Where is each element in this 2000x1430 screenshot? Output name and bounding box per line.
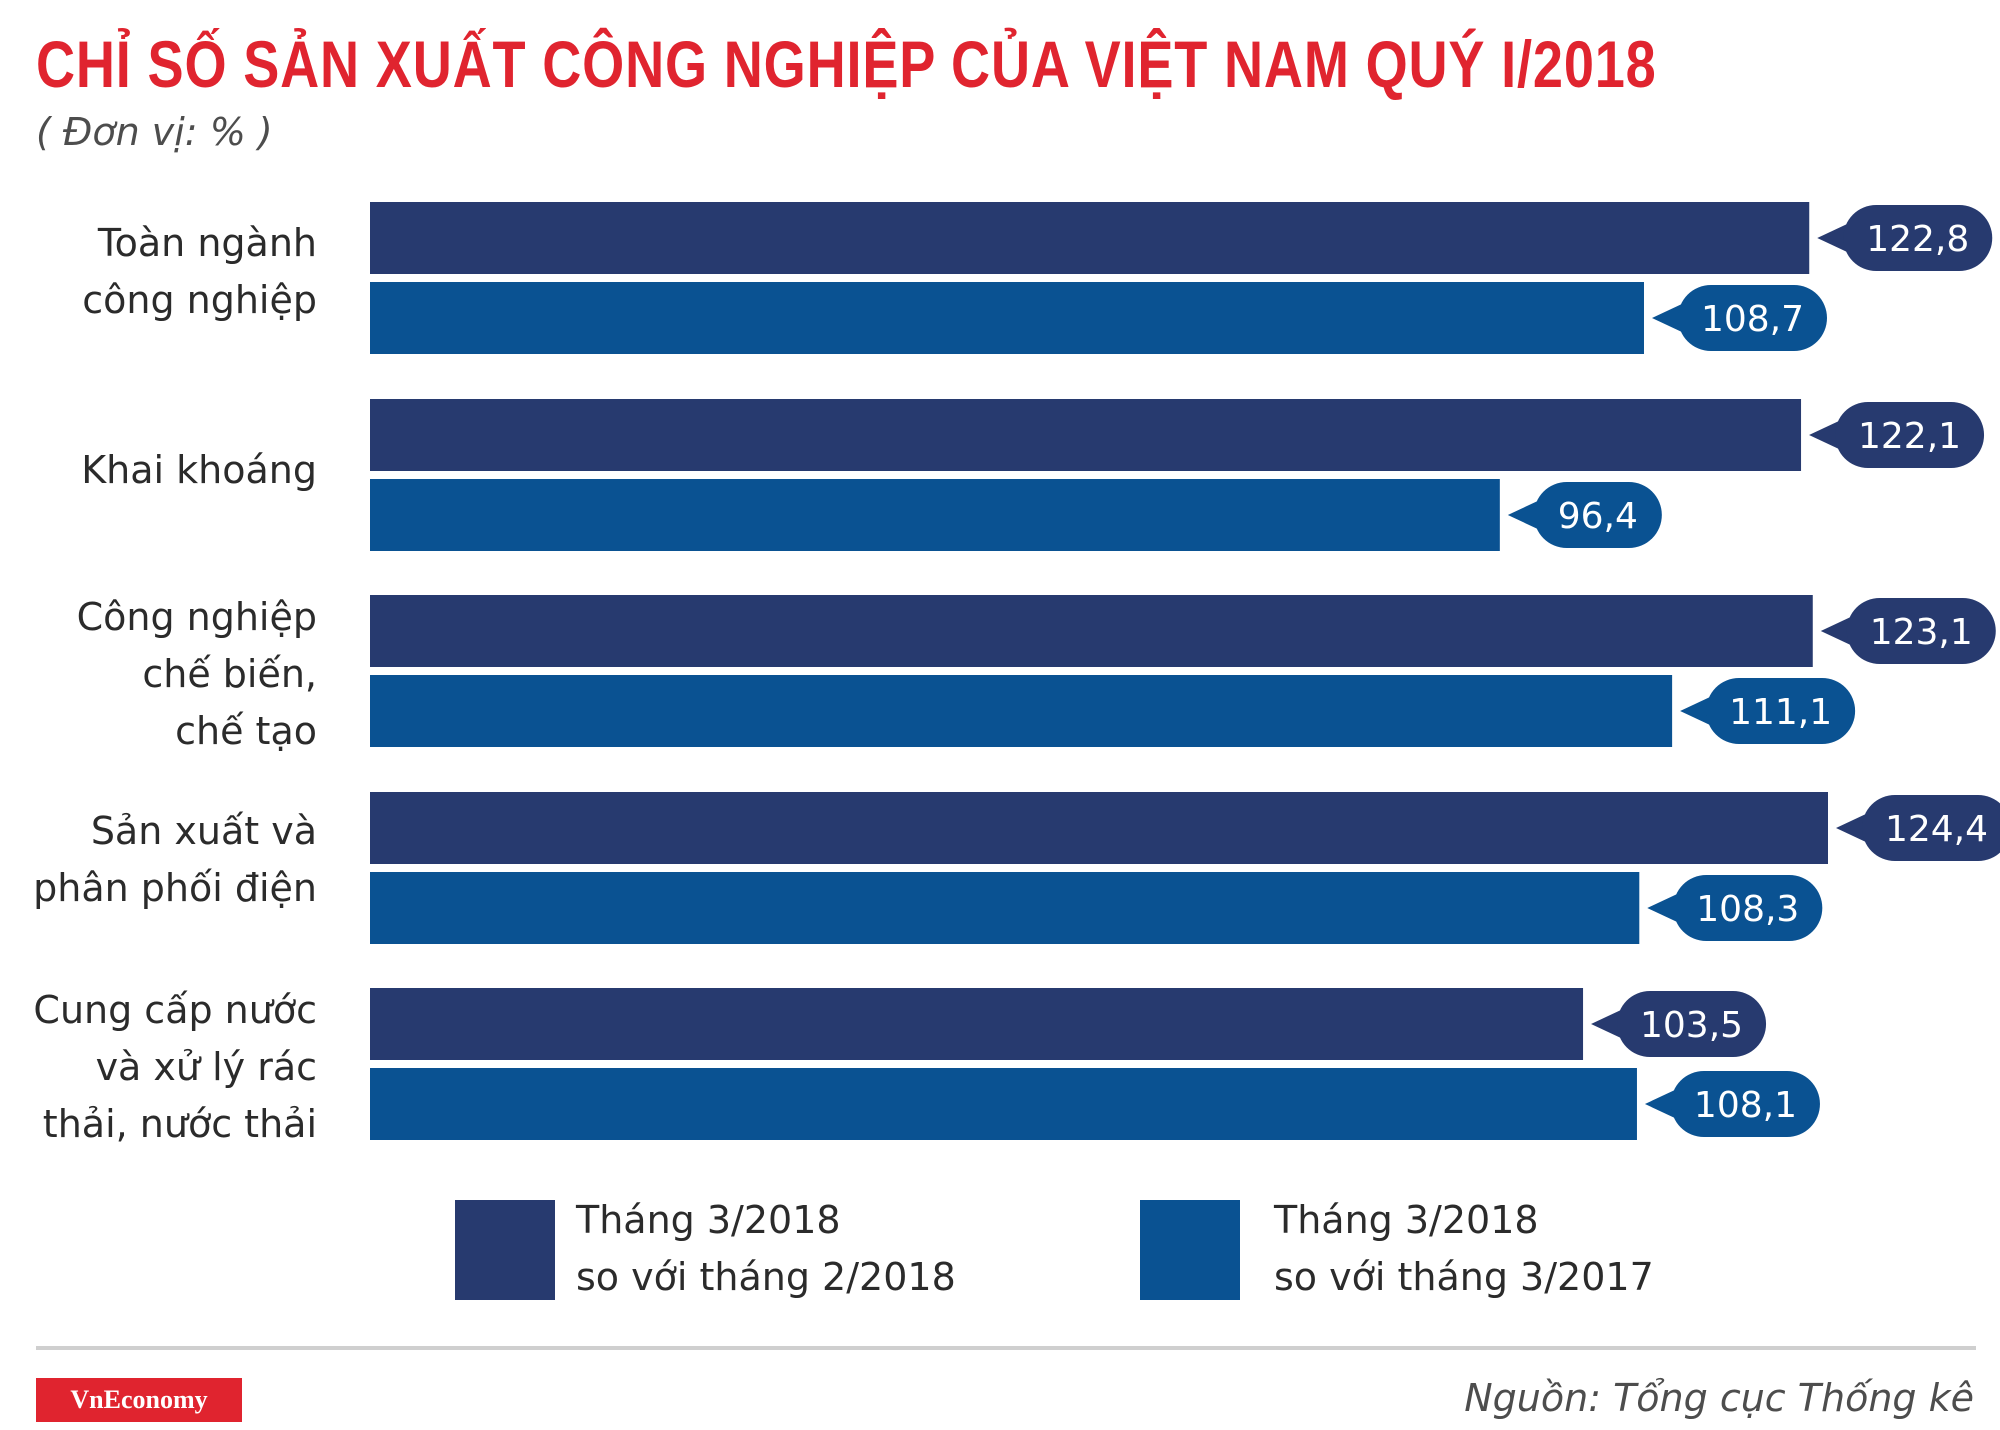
unit-label: ( Đơn vị: % ) [36,110,273,154]
category-label-1: Toàn ngành công nghiệp [82,221,317,322]
bar-4-series-1 [370,792,1828,864]
value-bubble-5-series-2: 108,1 [1644,1071,1820,1137]
bar-2-series-1 [370,399,1802,471]
value-label-5-series-2: 108,1 [1694,1085,1797,1126]
category-label-5: Cung cấp nước và xử lý rác thải, nước th… [33,988,317,1146]
value-bubble-1-series-1: 122,8 [1817,205,1993,271]
value-bubble-2-series-2: 96,4 [1507,482,1662,548]
value-bubble-4-series-2: 108,3 [1647,875,1823,941]
bar-3-series-1 [370,595,1813,667]
value-label-4-series-1: 124,4 [1885,809,1988,850]
bar-2-series-2 [370,479,1500,551]
footer-divider [36,1346,1976,1350]
category-label-4: Sản xuất và phân phối điện [33,809,317,910]
value-label-2-series-1: 122,1 [1858,416,1961,457]
source-note: Nguồn: Tổng cục Thống kê [1464,1376,1974,1420]
value-label-5-series-1: 103,5 [1640,1005,1743,1046]
value-label-3-series-1: 123,1 [1870,612,1973,653]
bar-5-series-2 [370,1068,1637,1140]
bar-4-series-2 [370,872,1640,944]
bar-5-series-1 [370,988,1584,1060]
vneconomy-logo: VnEconomy [36,1378,242,1422]
category-label-2: Khai khoáng [81,448,317,492]
legend-swatch-series-2 [1140,1200,1240,1300]
value-label-2-series-2: 96,4 [1558,496,1638,537]
legend-label-series-1: Tháng 3/2018 so với tháng 2/2018 [576,1198,956,1299]
value-bubble-1-series-2: 108,7 [1651,285,1827,351]
page-title: CHỈ SỐ SẢN XUẤT CÔNG NGHIỆP CỦA VIỆT NAM… [36,27,1657,101]
value-label-3-series-2: 111,1 [1729,692,1832,733]
bar-1-series-1 [370,202,1810,274]
value-label-4-series-2: 108,3 [1696,889,1799,930]
bar-3-series-2 [370,675,1673,747]
value-bubble-5-series-1: 103,5 [1591,991,1767,1057]
category-label-3: Công nghiệp chế biến, chế tạo [76,595,317,753]
legend-swatch-series-1 [455,1200,555,1300]
value-bubble-2-series-1: 122,1 [1809,402,1985,468]
value-label-1-series-1: 122,8 [1866,219,1969,260]
bar-chart: 122,8 108,7 122,1 96,4 123,1 111,1 124,4 108,3 1… [370,202,2000,1140]
value-label-1-series-2: 108,7 [1701,299,1804,340]
legend-label-series-2: Tháng 3/2018 so với tháng 3/2017 [1274,1198,1654,1299]
value-bubble-4-series-1: 124,4 [1836,795,2000,861]
value-bubble-3-series-1: 123,1 [1820,598,1996,664]
value-bubble-3-series-2: 111,1 [1680,678,1856,744]
bar-1-series-2 [370,282,1644,354]
